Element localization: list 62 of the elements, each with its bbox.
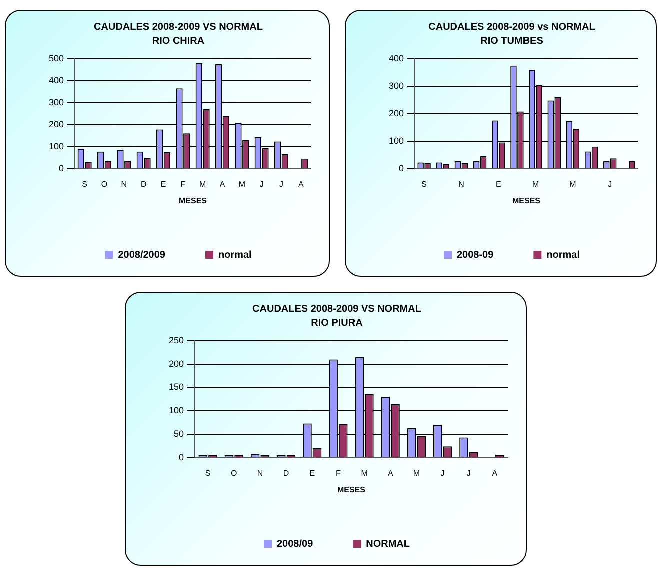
y-tick-label: 400 <box>48 75 64 86</box>
y-tick-label: 100 <box>48 141 64 152</box>
x-tick-label: A <box>220 180 226 189</box>
x-tick-label: A <box>492 468 498 478</box>
x-tick-label: N <box>257 468 264 478</box>
x-tick-label: M <box>532 180 540 189</box>
x-tick-label: A <box>298 180 304 189</box>
x-tick-label: O <box>101 180 108 189</box>
chart-subtitle: RIO CHIRA <box>152 36 205 47</box>
x-tick-label: N <box>121 180 128 189</box>
y-tick-label: 200 <box>388 108 404 118</box>
x-tick-label: S <box>422 180 427 189</box>
y-tick-label: 500 <box>48 53 64 64</box>
legend-label: 2008/2009 <box>118 250 166 261</box>
y-tick-label: 100 <box>168 406 184 416</box>
x-tick-label: A <box>388 468 394 478</box>
x-tick-label: F <box>336 468 342 478</box>
y-tick-label: 0 <box>399 163 404 174</box>
x-tick-label: E <box>160 180 166 189</box>
y-tick-label: 300 <box>388 80 404 91</box>
x-tick-label: J <box>440 468 445 478</box>
x-tick-label: M <box>238 180 246 189</box>
y-tick-label: 200 <box>48 119 64 130</box>
x-tick-label: D <box>283 468 290 478</box>
y-tick-label: 150 <box>168 382 184 392</box>
chart-subtitle: RIO TUMBES <box>480 36 544 47</box>
y-tick-label: 400 <box>388 53 404 64</box>
x-tick-label: E <box>310 468 316 478</box>
chart-subtitle: RIO PIURA <box>311 318 363 329</box>
y-tick-label: 200 <box>168 358 184 369</box>
x-tick-label: J <box>280 180 284 189</box>
x-tick-label: E <box>496 180 502 189</box>
x-tick-label: J <box>260 180 264 189</box>
x-tick-label: S <box>82 180 88 189</box>
x-tick-label: M <box>361 468 368 478</box>
legend-label: normal <box>546 250 580 261</box>
legend-label: normal <box>218 250 252 261</box>
chart-title: CAUDALES 2008-2009 VS NORMAL <box>252 304 422 315</box>
y-tick-label: 300 <box>48 97 64 108</box>
x-tick-label: S <box>205 468 211 478</box>
legend-label: 2008-09 <box>456 250 494 261</box>
x-tick-label: N <box>458 180 465 189</box>
y-tick-label: 100 <box>388 136 404 146</box>
legend-label: 2008/09 <box>276 538 314 550</box>
chart-title: CAUDALES 2008-2009 VS NORMAL <box>94 22 263 33</box>
x-tick-label: F <box>180 180 186 189</box>
x-tick-label: J <box>466 468 471 478</box>
x-tick-label: M <box>200 180 207 189</box>
x-tick-label: O <box>231 468 238 478</box>
chart-title: CAUDALES 2008-2009 vs NORMAL <box>428 22 596 33</box>
x-tick-label: J <box>608 180 612 189</box>
x-tick-label: D <box>140 180 147 189</box>
y-tick-label: 50 <box>174 428 184 439</box>
x-tick-label: M <box>570 180 577 189</box>
y-tick-label: 0 <box>59 163 64 174</box>
x-axis-title: MESES <box>338 485 366 494</box>
x-axis-title: MESES <box>179 196 208 206</box>
x-tick-label: M <box>413 468 420 478</box>
y-tick-label: 250 <box>168 335 184 346</box>
y-tick-label: 0 <box>179 452 184 462</box>
x-axis-title: MESES <box>512 196 542 206</box>
legend-label: NORMAL <box>366 538 410 550</box>
